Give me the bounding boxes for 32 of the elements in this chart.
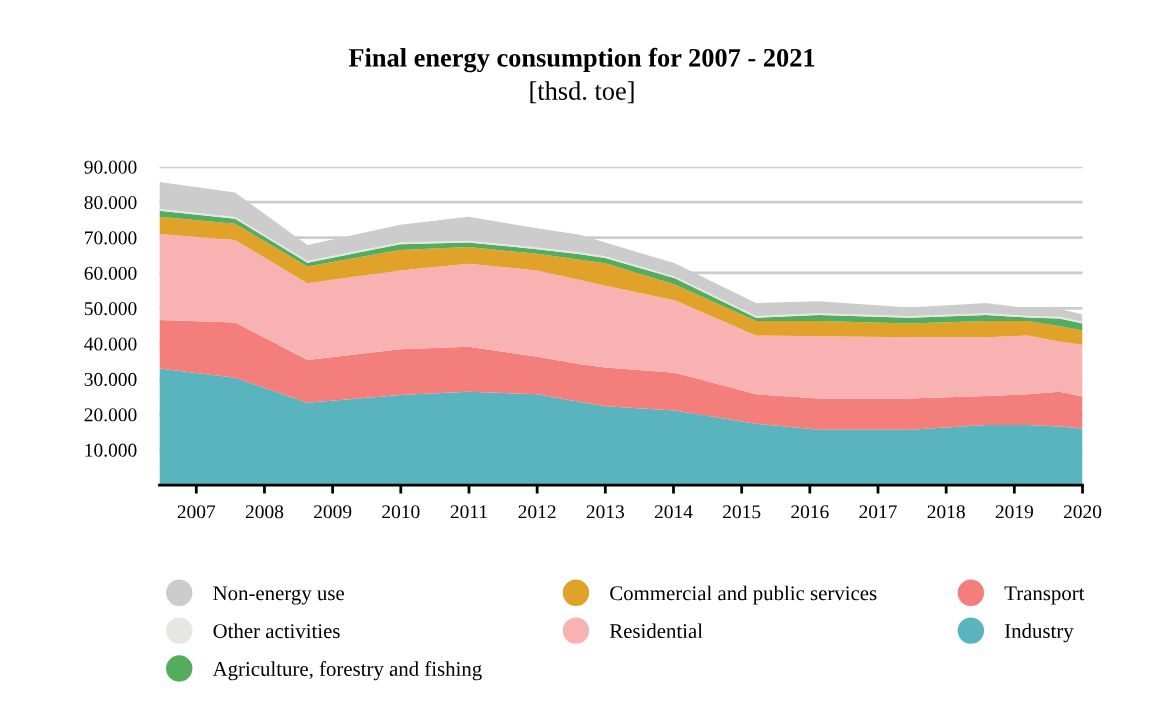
x-tick-label: 2009	[314, 505, 352, 519]
x-tick-label: 2013	[586, 505, 624, 519]
y-tick-label: 50.000	[84, 302, 137, 316]
y-tick-label: 60.000	[84, 266, 137, 280]
x-tick-label: 2012	[518, 505, 556, 519]
y-tick-label: 20.000	[84, 408, 137, 422]
x-tick-label: 2020	[1063, 505, 1102, 519]
y-tick-label: 30.000	[84, 372, 137, 387]
x-tick-label: 2017	[859, 505, 897, 519]
legend-label: Transport	[1004, 586, 1085, 605]
y-tick-label: 80.000	[84, 195, 137, 210]
y-tick-label: 10.000	[85, 443, 137, 457]
legend-label: Industry	[1004, 623, 1074, 643]
y-tick-label: 40.000	[84, 337, 137, 351]
x-tick-label: 2018	[927, 505, 965, 519]
legend-label: Residential	[609, 623, 703, 639]
x-tick-label: 2015	[723, 505, 761, 519]
chart-title: Final energy consumption for 2007 - 2021	[348, 47, 815, 73]
legend-label: Non-energy use	[213, 586, 344, 605]
legend-label: Agriculture, forestry and fishing	[212, 661, 482, 681]
x-tick-label: 2011	[450, 505, 487, 519]
x-tick-label: 2019	[995, 505, 1033, 519]
legend-label: Commercial and public services	[610, 585, 877, 605]
chart-subtitle: [thsd. toe]	[530, 81, 634, 104]
y-tick-label: 70.000	[85, 231, 137, 245]
x-tick-label: 2007	[177, 505, 216, 519]
x-tick-label: 2008	[245, 505, 284, 519]
legend-label: Other activities	[213, 623, 340, 639]
x-tick-label: 2014	[654, 505, 693, 519]
y-tick-label: 90.000	[84, 160, 137, 174]
x-tick-label: 2010	[382, 505, 420, 519]
x-tick-label: 2016	[791, 505, 829, 519]
